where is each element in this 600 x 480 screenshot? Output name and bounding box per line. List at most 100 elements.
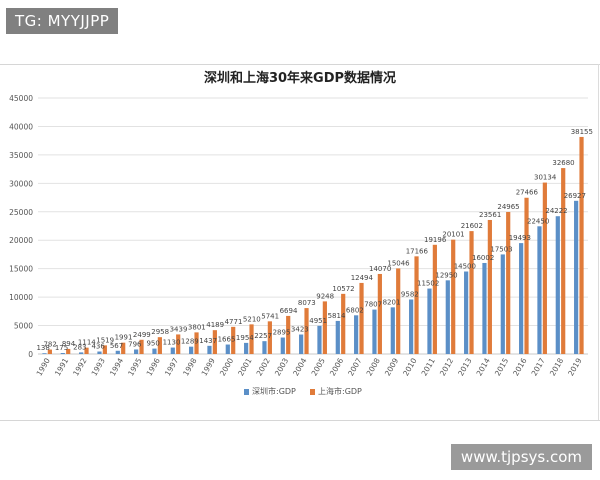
shanghai-data-label: 2958: [151, 328, 169, 336]
shenzhen-data-label: 1954: [236, 334, 254, 342]
shanghai-data-label: 14070: [369, 265, 391, 273]
watermark-top: TG: MYYJJPP: [6, 8, 119, 34]
y-tick-label: 40000: [9, 122, 33, 131]
x-tick-label: 1995: [126, 356, 143, 377]
shanghai-data-label: 23561: [479, 211, 501, 219]
shenzhen-data-label: 1665: [218, 336, 236, 344]
shenzhen-gdp-bar: [519, 243, 524, 354]
shenzhen-gdp-bar: [445, 280, 450, 354]
shenzhen-data-label: 436: [91, 343, 105, 351]
x-tick-label: 1997: [163, 356, 180, 377]
x-tick-label: 2000: [218, 356, 235, 377]
x-tick-label: 2016: [511, 356, 528, 377]
watermark-bottom: www.tjpsys.com: [450, 444, 592, 470]
shenzhen-data-label: 2257: [254, 332, 272, 340]
shenzhen-gdp-bar: [225, 344, 230, 354]
shenzhen-gdp-bar: [574, 200, 579, 354]
y-tick-label: 0: [28, 350, 33, 359]
shenzhen-gdp-bar: [207, 345, 212, 354]
x-tick-label: 2011: [420, 356, 437, 377]
x-tick-label: 1992: [71, 356, 88, 377]
shanghai-gdp-bar: [157, 337, 162, 354]
shenzhen-data-label: 22450: [527, 217, 549, 225]
shenzhen-gdp-bar: [372, 309, 377, 354]
y-tick-label: 15000: [9, 265, 33, 274]
shenzhen-gdp-bar: [354, 315, 359, 354]
x-tick-label: 1993: [90, 356, 107, 377]
shanghai-data-label: 15046: [387, 259, 410, 267]
x-tick-label: 1999: [200, 356, 217, 377]
shanghai-data-label: 894: [62, 340, 76, 348]
shanghai-gdp-bar: [542, 182, 547, 354]
x-tick-label: 2006: [328, 356, 345, 377]
x-tick-label: 2009: [383, 356, 400, 377]
shanghai-data-label: 10572: [332, 285, 354, 293]
shanghai-gdp-bar: [212, 330, 217, 354]
shenzhen-gdp-bar: [317, 325, 322, 354]
shenzhen-data-label: 283: [73, 343, 86, 351]
y-axis-ticks: 0 5000 10000 15000 20000 25000 30000 35000 40000…: [9, 94, 33, 359]
x-tick-label: 2013: [456, 356, 473, 377]
shanghai-data-label: 4771: [225, 318, 243, 326]
shanghai-data-label: 3801: [188, 323, 206, 331]
shenzhen-gdp-bar: [42, 353, 47, 354]
shenzhen-data-label: 17503: [490, 245, 512, 253]
frame-top-border: [0, 64, 600, 65]
shanghai-data-label: 2499: [133, 331, 151, 339]
shenzhen-data-label: 950: [146, 340, 159, 348]
x-tick-label: 2001: [236, 356, 253, 377]
y-tick-label: 10000: [9, 293, 33, 302]
shenzhen-data-label: 138: [36, 344, 49, 352]
x-tick-label: 2007: [346, 356, 363, 377]
shenzhen-gdp-bar: [170, 347, 175, 354]
y-tick-label: 30000: [9, 179, 33, 188]
shanghai-data-label: 5741: [261, 312, 279, 320]
shenzhen-gdp-bar: [115, 350, 120, 354]
shenzhen-gdp-bar: [409, 299, 414, 354]
shenzhen-data-label: 14500: [454, 263, 476, 271]
shanghai-gdp-bar: [304, 308, 309, 354]
chart-title: 深圳和上海30年来GDP数据情况: [204, 70, 396, 86]
shenzhen-data-label: 16002: [472, 254, 494, 262]
shanghai-gdp-bar: [84, 347, 89, 354]
shenzhen-data-label: 1437: [199, 337, 217, 345]
shenzhen-gdp-bar: [262, 341, 267, 354]
x-axis-ticks: 1990 1991 1992 1993 1994 1995 1996 1997 1998 1999…: [35, 356, 584, 377]
shanghai-gdp-bar: [341, 293, 346, 354]
shanghai-gdp-bar: [121, 342, 126, 354]
shanghai-data-label: 20101: [442, 231, 464, 239]
shanghai-data-label: 5210: [243, 315, 261, 323]
shenzhen-data-label: 175: [55, 344, 68, 352]
legend-label-shanghai: 上海市:GDP: [318, 386, 362, 396]
shanghai-data-label: 21602: [461, 222, 483, 230]
shanghai-gdp-bar: [249, 324, 254, 354]
shanghai-data-label: 4189: [206, 321, 224, 329]
shenzhen-data-label: 796: [128, 340, 142, 348]
shanghai-data-label: 6694: [280, 307, 298, 315]
x-tick-label: 1991: [53, 356, 70, 377]
shanghai-gdp-bar: [506, 211, 511, 354]
x-tick-label: 2012: [438, 356, 455, 377]
x-tick-label: 2005: [310, 356, 327, 377]
shanghai-data-label: 3439: [170, 325, 188, 333]
shenzhen-gdp-bar: [97, 351, 102, 354]
shanghai-gdp-bar: [322, 301, 327, 354]
shenzhen-gdp-bar: [79, 352, 84, 354]
shanghai-data-label: 12494: [351, 274, 374, 282]
shenzhen-gdp-bar: [189, 346, 194, 354]
data-labels: 1387821758942831114436151956719917962499…: [36, 128, 592, 352]
shanghai-data-label: 9248: [316, 292, 334, 300]
legend-swatch-shenzhen: [244, 389, 249, 395]
shenzhen-gdp-bar: [482, 262, 487, 354]
shanghai-data-label: 1991: [115, 334, 133, 342]
x-tick-label: 2008: [365, 356, 382, 377]
x-tick-label: 2003: [273, 356, 290, 377]
shanghai-data-label: 27466: [516, 189, 539, 197]
shenzhen-data-label: 9582: [401, 290, 419, 298]
shenzhen-data-label: 1289: [181, 338, 199, 346]
x-tick-label: 2010: [401, 356, 418, 377]
shanghai-data-label: 19196: [424, 236, 447, 244]
x-tick-label: 2004: [291, 356, 308, 377]
shenzhen-gdp-bar: [244, 342, 249, 354]
shanghai-gdp-bar: [194, 332, 199, 354]
